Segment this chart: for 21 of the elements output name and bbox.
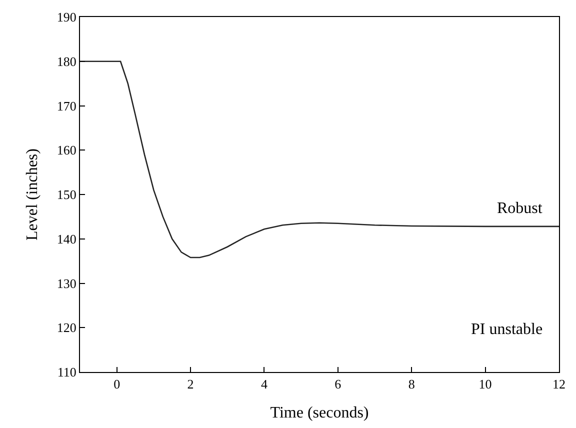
x-tick-label: 2 [187,376,194,392]
x-axis-title: Time (seconds) [270,404,369,422]
y-tick-label: 190 [56,10,76,25]
y-tick-label: 150 [56,187,76,202]
x-tick-label: 12 [552,376,566,392]
y-tick-label: 130 [56,276,76,291]
x-tick-label: 6 [334,376,342,392]
annotation: Robust [497,200,543,217]
y-tick-label: 110 [57,364,76,380]
x-tick-label: 4 [260,376,268,392]
x-tick-label: 0 [114,376,120,392]
line-series [80,60,559,258]
annotation: PI unstable [471,321,543,338]
y-tick-label: 180 [56,54,76,69]
y-axis-title: Level (inches) [24,148,41,240]
y-tick-label: 160 [56,142,76,158]
x-tick-label: 10 [478,376,492,392]
y-tick-label: 170 [56,98,76,114]
y-tick-label: 120 [56,320,76,336]
y-tick-label: 140 [56,231,76,246]
x-tick-label: 8 [408,376,415,392]
